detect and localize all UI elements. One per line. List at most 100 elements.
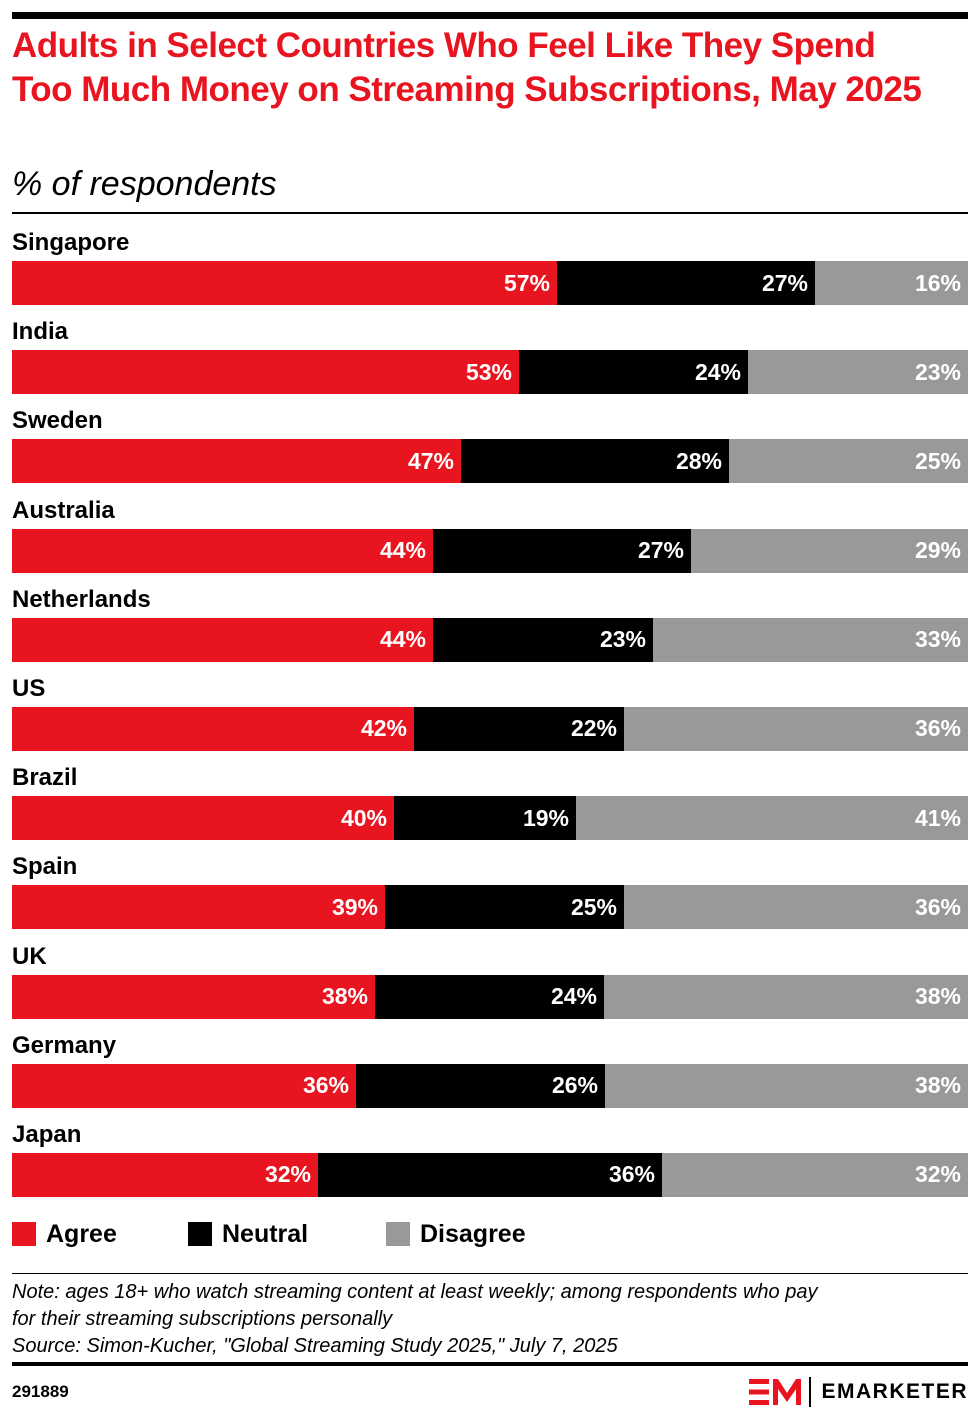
category-label: Spain xyxy=(12,853,78,881)
data-label: 39% xyxy=(331,893,378,920)
chart-row: India 53% 24% 23% xyxy=(12,315,968,404)
stacked-bar: 47% 28% 25% xyxy=(12,439,968,484)
notes-divider xyxy=(12,1273,968,1274)
chart-row: Sweden 47% 28% 25% xyxy=(12,404,968,493)
data-label: 38% xyxy=(321,983,368,1009)
category-label: Australia xyxy=(12,496,115,524)
notes-block: Note: ages 18+ who watch streaming conte… xyxy=(12,1279,968,1360)
bar-segment-agree: 53% xyxy=(12,350,519,395)
bar-segment-agree: 44% xyxy=(12,528,433,573)
bar-segment-agree: 38% xyxy=(12,974,375,1019)
category-label: Netherlands xyxy=(12,585,151,613)
data-label: 57% xyxy=(503,269,550,296)
stacked-bar: 57% 27% 16% xyxy=(12,261,968,305)
stacked-bar: 39% 25% 36% xyxy=(12,885,968,930)
stacked-bar: 44% 23% 33% xyxy=(12,617,968,662)
bar-segment-neutral: 24% xyxy=(375,974,604,1019)
footer-divider xyxy=(12,1362,968,1366)
data-label: 27% xyxy=(637,537,684,564)
chart-row: Singapore 57% 27% 16% xyxy=(12,226,968,315)
bar-segment-neutral: 27% xyxy=(557,261,815,305)
data-label: 19% xyxy=(522,804,569,831)
data-label: 22% xyxy=(570,715,617,742)
legend-label: Disagree xyxy=(420,1220,526,1248)
category-label: UK xyxy=(12,942,47,970)
bar-segment-disagree: 16% xyxy=(815,261,968,305)
bar-segment-neutral: 19% xyxy=(394,796,576,841)
category-label: Germany xyxy=(12,1031,117,1059)
data-label: 40% xyxy=(340,804,387,831)
data-label: 25% xyxy=(914,447,961,474)
bar-segment-neutral: 25% xyxy=(385,885,624,930)
bar-segment-neutral: 28% xyxy=(461,439,729,484)
bar-segment-disagree: 23% xyxy=(748,350,968,395)
legend-swatch xyxy=(188,1222,212,1246)
source-text: Source: Simon-Kucher, "Global Streaming … xyxy=(12,1335,618,1357)
data-label: 38% xyxy=(914,983,961,1009)
bar-segment-neutral: 24% xyxy=(519,350,748,395)
top-rule xyxy=(12,12,968,19)
data-label: 28% xyxy=(675,447,722,474)
stacked-bar: 53% 24% 23% xyxy=(12,350,968,395)
bar-segment-disagree: 29% xyxy=(691,528,968,573)
data-label: 23% xyxy=(914,358,961,385)
stacked-bar: 44% 27% 29% xyxy=(12,528,968,573)
data-label: 16% xyxy=(914,269,961,296)
data-label: 36% xyxy=(302,1072,349,1099)
data-label: 47% xyxy=(407,447,454,474)
data-label: 24% xyxy=(550,983,597,1009)
data-label: 53% xyxy=(465,358,512,385)
legend-swatch xyxy=(386,1222,410,1246)
brand-logo: EMARKETER xyxy=(749,1375,968,1409)
chart-row: Netherlands 44% 23% 33% xyxy=(12,583,968,672)
chart-row: Japan 32% 36% 32% xyxy=(12,1118,968,1207)
bar-segment-disagree: 32% xyxy=(662,1152,968,1197)
bar-segment-agree: 44% xyxy=(12,617,433,662)
bar-segment-neutral: 22% xyxy=(414,706,624,751)
chart-row: Brazil 40% 19% 41% xyxy=(12,761,968,850)
bar-segment-neutral: 27% xyxy=(433,528,691,573)
bar-segment-agree: 39% xyxy=(12,885,385,930)
data-label: 27% xyxy=(761,269,808,296)
brand-divider xyxy=(809,1377,812,1407)
category-label: India xyxy=(12,318,69,346)
legend-item-disagree: Disagree xyxy=(386,1218,526,1250)
note-text-line-2: for their streaming subscriptions person… xyxy=(12,1308,393,1330)
stacked-bar: 42% 22% 36% xyxy=(12,706,968,751)
category-label: Singapore xyxy=(12,229,130,256)
category-label: US xyxy=(12,674,46,702)
bar-segment-neutral: 26% xyxy=(356,1063,605,1108)
bar-segment-agree: 40% xyxy=(12,796,394,841)
category-label: Brazil xyxy=(12,764,78,792)
chart-title: Adults in Select Countries Who Feel Like… xyxy=(12,26,922,109)
chart-row: UK 38% 24% 38% xyxy=(12,940,968,1029)
category-label: Sweden xyxy=(12,407,103,435)
em-logo-icon xyxy=(749,1379,802,1405)
chart-row: Australia 44% 27% 29% xyxy=(12,494,968,583)
data-label: 23% xyxy=(599,626,646,653)
data-label: 32% xyxy=(914,1161,961,1188)
bar-segment-agree: 42% xyxy=(12,706,414,751)
legend-label: Agree xyxy=(46,1220,117,1248)
chart-row: US 42% 22% 36% xyxy=(12,672,968,761)
chart-subtitle: % of respondents xyxy=(12,165,277,203)
brand-name: EMARKETER xyxy=(821,1380,968,1403)
data-label: 32% xyxy=(264,1161,311,1188)
category-label: Japan xyxy=(12,1120,82,1148)
bar-segment-disagree: 41% xyxy=(576,796,968,841)
data-label: 26% xyxy=(551,1072,598,1099)
stacked-bar: 32% 36% 32% xyxy=(12,1152,968,1197)
chart-row: Spain 39% 25% 36% xyxy=(12,850,968,939)
data-label: 41% xyxy=(914,804,961,831)
data-label: 44% xyxy=(379,626,426,653)
bar-segment-disagree: 38% xyxy=(605,1063,968,1108)
bar-segment-disagree: 36% xyxy=(624,885,968,930)
bar-segment-agree: 57% xyxy=(12,261,557,305)
chart-row: Germany 36% 26% 38% xyxy=(12,1029,968,1118)
data-label: 36% xyxy=(914,715,961,742)
legend-label: Neutral xyxy=(222,1220,309,1248)
legend-swatch xyxy=(12,1222,36,1246)
note-text-line-1: Note: ages 18+ who watch streaming conte… xyxy=(12,1281,818,1303)
data-label: 36% xyxy=(914,893,961,920)
stacked-bar: 36% 26% 38% xyxy=(12,1063,968,1108)
